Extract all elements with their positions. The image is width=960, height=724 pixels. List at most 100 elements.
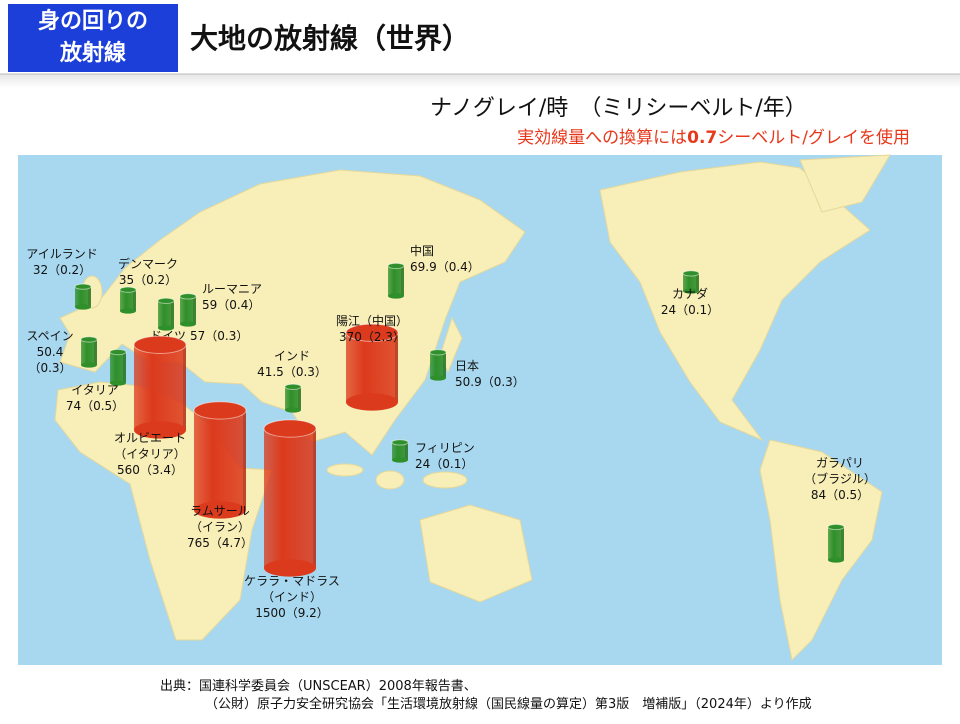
location: デンマーク 35（0.2）: [118, 256, 178, 314]
bar-shadow: [395, 332, 398, 402]
cylinder-top: [387, 262, 405, 270]
bar-shadow: [298, 386, 301, 410]
location-name: （イラン）: [190, 520, 250, 534]
cylinder-bottom: [346, 393, 398, 411]
location: フィリピン 24（0.1）: [391, 439, 475, 471]
value-label: 74（0.5）: [66, 399, 124, 413]
cylinder-top: [133, 335, 187, 354]
cylinder-bottom: [110, 380, 126, 386]
cylinder-bottom: [828, 557, 844, 563]
bar-shadow: [88, 286, 91, 307]
location-name: （インド）: [262, 590, 322, 604]
bar-shadow: [171, 300, 174, 328]
location-name: インド: [274, 349, 310, 363]
value-label: 57（0.3）: [190, 329, 248, 343]
source-line: 出典：国連科学委員会（UNSCEAR）2008年報告書、: [160, 678, 477, 694]
australia: [419, 504, 533, 603]
north-america: [599, 161, 871, 442]
bar-shadow: [243, 410, 246, 510]
bar-shadow: [443, 352, 446, 378]
value-label: （0.3）: [28, 361, 71, 375]
bar-cylinder: [392, 442, 408, 460]
location-name: アイルランド: [26, 247, 97, 261]
units: ナノグレイ/時 （ミリシーベルト/年）: [430, 96, 807, 121]
cylinder-top: [179, 293, 197, 300]
bar-shadow: [696, 273, 699, 291]
location: 陽江（中国） 370（2.3）: [336, 313, 408, 411]
cylinder-top: [263, 419, 317, 438]
page-title: 大地の放射線（世界）: [190, 22, 470, 55]
location-name: スペイン: [26, 329, 73, 343]
location: アイルランド 32（0.2）: [26, 247, 98, 310]
cylinder-bottom: [180, 321, 196, 327]
cylinder-top: [74, 283, 92, 290]
location-name: ラムサール: [190, 504, 250, 518]
island: [422, 471, 468, 489]
badge-line: 放射線: [59, 40, 126, 66]
location-name: ルーマニア: [202, 282, 262, 296]
location: 日本 50.9（0.3）: [429, 349, 525, 389]
bar-shadow: [133, 289, 136, 311]
location-name: デンマーク: [118, 256, 178, 271]
cylinder-top: [284, 383, 302, 390]
cylinder-top: [345, 323, 399, 342]
value-label: 370（2.3）: [339, 330, 405, 344]
cylinder-bottom: [430, 375, 446, 381]
bar-cylinder: [158, 300, 174, 328]
bar-cylinder: [264, 428, 316, 568]
location: オルビエート （イタリア） 560（3.4）: [114, 335, 187, 477]
badge-box: [8, 4, 178, 72]
badge-line: 身の回りの: [38, 8, 148, 34]
island: [375, 470, 405, 490]
value-label: 24（0.1）: [661, 303, 719, 317]
value-label: 24（0.1）: [415, 457, 473, 471]
location-name: カナダ: [672, 286, 708, 301]
location-name: （イタリア）: [114, 447, 186, 461]
bar-shadow: [405, 442, 408, 460]
cylinder-top: [429, 349, 447, 356]
location: スペイン 50.4 （0.3）: [26, 329, 98, 375]
cylinder-top: [193, 401, 247, 420]
cylinder-top: [80, 336, 98, 343]
location: 中国 69.9（0.4）: [387, 243, 480, 299]
value-label: 50.9（0.3）: [455, 375, 525, 389]
bar-shadow: [94, 339, 97, 365]
bar-cylinder: [388, 265, 404, 296]
value-label: 32（0.2）: [33, 263, 91, 277]
value-label: 59（0.4）: [202, 298, 260, 312]
cylinder-bottom: [158, 325, 174, 331]
cylinder-bottom: [194, 501, 246, 519]
cylinder-top: [109, 348, 127, 356]
location-name: イタリア: [71, 383, 119, 397]
note-part: 0.7: [687, 128, 717, 148]
location: ルーマニア 59（0.4）: [179, 282, 262, 327]
value-label: 69.9（0.4）: [410, 260, 480, 274]
bar-shadow: [183, 344, 186, 430]
cylinder-bottom: [392, 457, 408, 463]
cylinder-bottom: [285, 407, 301, 413]
location: ケララ・マドラス （インド） 1500（9.2）: [244, 419, 340, 620]
cylinder-top: [682, 270, 700, 277]
bar-shadow: [401, 265, 404, 296]
cylinder-bottom: [75, 304, 91, 310]
south-america: [759, 439, 883, 662]
bar-shadow: [313, 428, 316, 568]
note-part: 実効線量への換算には: [517, 128, 687, 148]
source-line: （公財）原子力安全研究協会「生活環境放射線（国民線量の算定）第3版 増補版」（2…: [205, 696, 812, 712]
location-name: オルビエート: [114, 431, 186, 445]
cylinder-top: [827, 523, 845, 531]
conversion-note: 実効線量への換算には0.7シーベルト/グレイを使用: [517, 127, 910, 148]
bar-cylinder: [285, 386, 301, 410]
value-label: 84（0.5）: [811, 488, 869, 502]
cylinder-top: [157, 297, 175, 304]
cylinder-bottom: [264, 559, 316, 577]
bar-shadow: [123, 352, 126, 383]
location-name: ガラパリ: [816, 456, 864, 470]
bar-cylinder: [110, 352, 126, 383]
location: カナダ 24（0.1）: [661, 270, 719, 317]
value-label: 560（3.4）: [117, 463, 183, 477]
cylinder-bottom: [134, 421, 186, 439]
